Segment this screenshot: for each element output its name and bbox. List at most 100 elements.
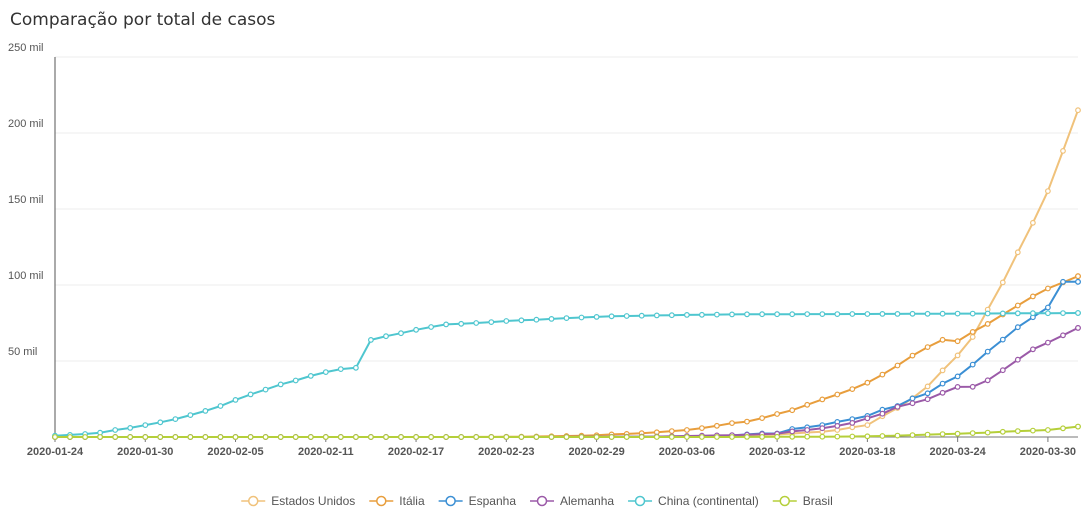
data-point[interactable]: [638, 312, 645, 319]
data-point[interactable]: [909, 395, 916, 402]
data-point[interactable]: [939, 389, 946, 396]
data-point[interactable]: [217, 434, 224, 440]
data-point[interactable]: [819, 433, 826, 440]
data-point[interactable]: [247, 434, 254, 440]
data-point[interactable]: [353, 364, 359, 371]
data-point[interactable]: [699, 311, 705, 318]
data-point[interactable]: [939, 336, 946, 343]
data-point[interactable]: [849, 386, 856, 393]
data-point[interactable]: [458, 434, 465, 440]
data-point[interactable]: [789, 407, 796, 414]
data-point[interactable]: [1029, 219, 1036, 226]
data-point[interactable]: [623, 434, 630, 440]
data-point[interactable]: [759, 311, 765, 318]
data-point[interactable]: [398, 434, 404, 440]
data-point[interactable]: [1044, 339, 1051, 346]
data-point[interactable]: [849, 420, 856, 426]
data-point[interactable]: [1014, 249, 1021, 256]
data-point[interactable]: [849, 311, 856, 317]
data-point[interactable]: [864, 415, 871, 422]
data-point[interactable]: [1060, 147, 1066, 154]
data-point[interactable]: [578, 434, 585, 440]
data-point[interactable]: [52, 434, 58, 440]
data-point[interactable]: [653, 312, 660, 319]
data-point[interactable]: [142, 422, 149, 429]
data-point[interactable]: [1075, 273, 1081, 280]
data-point[interactable]: [849, 433, 856, 440]
data-point[interactable]: [1075, 325, 1081, 331]
data-point[interactable]: [699, 425, 705, 432]
data-point[interactable]: [744, 434, 750, 440]
data-point[interactable]: [924, 390, 931, 397]
data-point[interactable]: [819, 396, 826, 403]
data-point[interactable]: [488, 319, 495, 326]
data-point[interactable]: [157, 419, 164, 426]
data-point[interactable]: [939, 367, 946, 374]
legend-item[interactable]: Itália: [369, 494, 425, 508]
data-point[interactable]: [894, 362, 901, 369]
data-point[interactable]: [954, 384, 961, 390]
data-point[interactable]: [368, 337, 374, 343]
data-point[interactable]: [187, 434, 194, 440]
data-point[interactable]: [277, 434, 284, 440]
data-point[interactable]: [623, 313, 630, 319]
data-point[interactable]: [1014, 324, 1021, 331]
data-point[interactable]: [819, 311, 826, 318]
data-point[interactable]: [262, 386, 269, 393]
data-point[interactable]: [909, 310, 916, 317]
data-point[interactable]: [187, 412, 194, 419]
data-point[interactable]: [112, 427, 119, 433]
data-point[interactable]: [82, 434, 88, 440]
data-point[interactable]: [894, 311, 901, 317]
data-point[interactable]: [232, 434, 239, 440]
data-point[interactable]: [1044, 427, 1051, 433]
data-point[interactable]: [729, 434, 735, 440]
data-point[interactable]: [292, 434, 299, 440]
data-point[interactable]: [1075, 278, 1081, 285]
data-point[interactable]: [428, 324, 435, 330]
data-point[interactable]: [1029, 427, 1036, 434]
data-point[interactable]: [473, 434, 480, 440]
data-point[interactable]: [1029, 310, 1036, 317]
data-point[interactable]: [894, 403, 901, 410]
data-point[interactable]: [262, 434, 269, 440]
data-point[interactable]: [503, 434, 510, 440]
data-point[interactable]: [894, 432, 901, 439]
data-point[interactable]: [202, 434, 209, 440]
data-point[interactable]: [924, 310, 931, 317]
data-point[interactable]: [548, 434, 555, 440]
data-point[interactable]: [969, 383, 976, 390]
data-point[interactable]: [819, 425, 826, 432]
data-point[interactable]: [578, 314, 585, 321]
data-point[interactable]: [879, 311, 886, 317]
data-point[interactable]: [864, 433, 871, 440]
data-point[interactable]: [984, 310, 991, 317]
data-point[interactable]: [548, 316, 555, 322]
data-point[interactable]: [503, 318, 510, 324]
data-point[interactable]: [112, 434, 119, 440]
data-point[interactable]: [473, 320, 480, 326]
data-point[interactable]: [954, 430, 961, 437]
data-point[interactable]: [939, 380, 946, 387]
data-point[interactable]: [337, 434, 344, 440]
data-point[interactable]: [999, 279, 1006, 286]
data-point[interactable]: [684, 427, 690, 433]
data-point[interactable]: [383, 434, 389, 440]
data-point[interactable]: [247, 391, 254, 398]
data-point[interactable]: [729, 420, 735, 427]
data-point[interactable]: [924, 431, 931, 438]
data-point[interactable]: [1029, 293, 1036, 300]
data-point[interactable]: [1044, 304, 1051, 311]
data-point[interactable]: [684, 312, 690, 318]
data-point[interactable]: [939, 431, 946, 438]
legend-item[interactable]: Espanha: [438, 494, 517, 508]
data-point[interactable]: [999, 310, 1006, 317]
data-point[interactable]: [909, 432, 916, 439]
data-point[interactable]: [1014, 428, 1021, 435]
data-point[interactable]: [232, 397, 239, 403]
data-point[interactable]: [714, 434, 720, 440]
data-point[interactable]: [969, 361, 976, 368]
data-point[interactable]: [443, 321, 450, 328]
data-point[interactable]: [337, 366, 344, 373]
data-point[interactable]: [864, 379, 871, 386]
